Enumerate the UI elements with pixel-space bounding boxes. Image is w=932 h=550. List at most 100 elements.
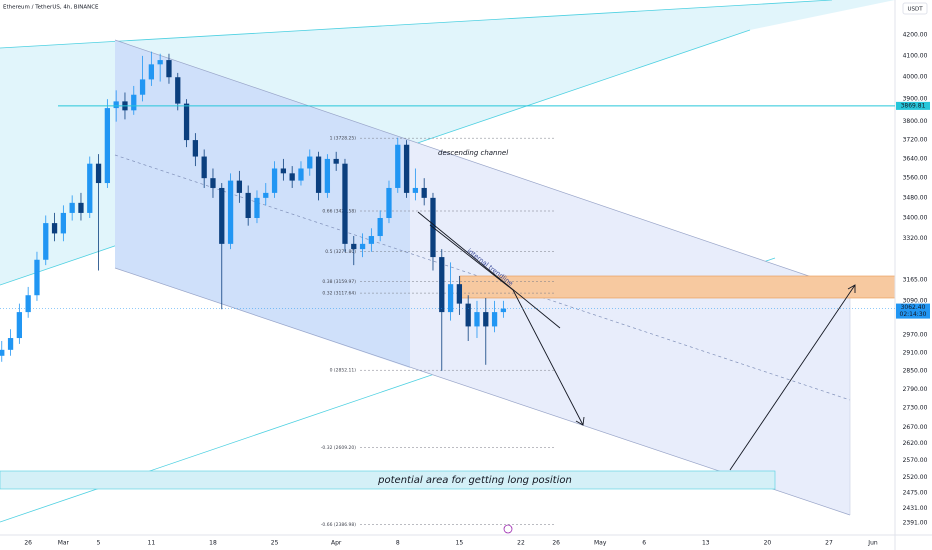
event-icon[interactable] xyxy=(503,524,513,534)
y-tick-label: 3400.00 xyxy=(903,215,928,222)
currency: USDT xyxy=(907,7,923,13)
x-tick-label: 20 xyxy=(764,540,772,547)
fib-label: 0.38 (3159.97) xyxy=(322,279,356,285)
last-price-label: 3062.40 xyxy=(901,304,926,311)
candle-body xyxy=(307,156,313,169)
candle-body xyxy=(342,163,348,244)
x-tick-label: 5 xyxy=(97,540,101,547)
candle-body xyxy=(333,158,339,164)
candle-body xyxy=(78,202,84,213)
annotation: descending channel xyxy=(438,149,508,157)
candle-body xyxy=(51,223,58,234)
resistance-zone xyxy=(459,275,896,299)
price-tag-label: 3869.81 xyxy=(901,102,926,109)
candle-body xyxy=(403,144,410,193)
candle-body xyxy=(351,243,357,250)
fib-label: 0.32 (3117.64) xyxy=(322,291,356,297)
candle-body xyxy=(219,187,225,244)
x-tick-label: Jun xyxy=(867,540,878,547)
candle-body xyxy=(280,168,287,174)
x-tick-label: 15 xyxy=(456,540,464,547)
candle-body xyxy=(298,168,304,181)
x-tick-label: 6 xyxy=(642,540,646,547)
x-tick-label: Mar xyxy=(58,540,70,547)
y-tick-label: 2570.00 xyxy=(903,457,928,464)
candle-body xyxy=(289,173,295,181)
candle-body xyxy=(377,218,383,237)
trend-line xyxy=(429,224,514,291)
candle-body xyxy=(439,257,445,313)
candle-body xyxy=(263,192,269,198)
y-tick-label: 3640.00 xyxy=(903,155,928,162)
candle-body xyxy=(245,192,251,219)
candle-body xyxy=(148,64,155,80)
candle-body xyxy=(201,156,207,179)
candle-body xyxy=(395,144,401,188)
candle-body xyxy=(175,77,181,104)
fib-label: 0 (2852.11) xyxy=(330,368,357,374)
y-tick-label: 2850.00 xyxy=(903,367,928,374)
y-tick-label: 3320.00 xyxy=(903,235,928,242)
candle-body xyxy=(7,338,14,350)
y-tick-label: 2620.00 xyxy=(903,440,928,447)
candle-body xyxy=(113,101,119,109)
x-tick-label: 8 xyxy=(396,540,400,547)
candle-body xyxy=(359,243,366,250)
price-tag xyxy=(896,101,930,110)
y-tick-label: 3900.00 xyxy=(903,96,928,103)
candle-body xyxy=(324,158,331,193)
x-tick-label: 26 xyxy=(552,540,560,547)
candle-body xyxy=(500,308,507,313)
y-tick-label: 2670.00 xyxy=(903,424,928,431)
fib-label: -0.66 (2386.98) xyxy=(321,522,356,528)
candle-body xyxy=(0,349,5,356)
x-tick-label: 25 xyxy=(271,540,279,547)
candle-body xyxy=(465,303,471,327)
channel-line xyxy=(114,39,851,291)
arrow xyxy=(512,289,584,426)
candle-body xyxy=(192,140,199,157)
y-tick-label: 3165.00 xyxy=(903,277,928,284)
candle-body xyxy=(254,197,260,219)
fib-label: 0.5 (3271.80) xyxy=(325,249,356,255)
chart-title: Ethereum / TetherUS, 4h, BINANCE xyxy=(3,5,99,11)
candle-body xyxy=(271,168,278,193)
last-price-tag xyxy=(896,303,930,319)
candle-body xyxy=(131,94,137,111)
candle-body xyxy=(386,187,392,219)
trend-line xyxy=(417,211,561,329)
candle-body xyxy=(183,103,190,141)
candle-body xyxy=(210,178,216,188)
y-tick-label: 4200.00 xyxy=(903,31,928,38)
candle-body xyxy=(491,312,498,327)
y-tick-label: 2970.00 xyxy=(903,332,928,339)
y-tick-label: 2391.00 xyxy=(903,519,928,526)
candle-body xyxy=(43,223,49,260)
candle-body xyxy=(16,312,23,339)
arrow xyxy=(729,284,856,471)
candle-body xyxy=(104,108,111,184)
y-tick-label: 2730.00 xyxy=(903,405,928,412)
candle-body xyxy=(315,156,322,193)
fib-label: 0.66 (3427.58) xyxy=(322,209,356,215)
rising-channel xyxy=(0,0,895,285)
candle-body xyxy=(95,163,102,184)
arrow-head xyxy=(847,284,856,293)
annotation: potential area for getting long position xyxy=(377,475,572,486)
x-tick-label: 18 xyxy=(209,540,217,547)
candle-body xyxy=(87,163,93,213)
y-tick-label: 2475.00 xyxy=(903,490,928,497)
y-tick-label: 3720.00 xyxy=(903,137,928,144)
x-tick-label: 22 xyxy=(517,540,525,547)
y-tick-label: 3480.00 xyxy=(903,194,928,201)
currency-box xyxy=(902,2,928,15)
candle-body xyxy=(34,259,40,296)
x-tick-label: 11 xyxy=(148,540,156,547)
candle-body xyxy=(69,202,75,213)
y-tick-label: 2520.00 xyxy=(903,474,928,481)
rising-line xyxy=(0,0,833,49)
y-tick-label: 2790.00 xyxy=(903,386,928,393)
candle-body xyxy=(227,180,234,244)
candle-body xyxy=(447,284,454,313)
candle-body xyxy=(483,312,489,327)
